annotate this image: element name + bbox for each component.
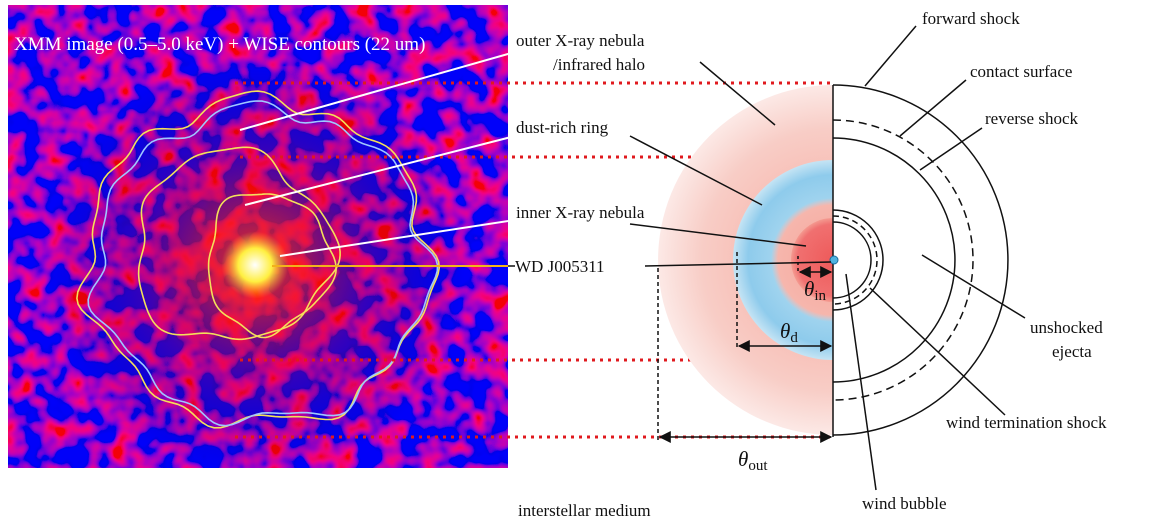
leader-line xyxy=(920,128,982,170)
label: outer X-ray nebula xyxy=(516,31,645,50)
leader-line xyxy=(865,26,916,86)
theta: θ xyxy=(780,319,790,343)
theta: θ xyxy=(804,277,814,301)
label: WD J005311 xyxy=(515,257,605,276)
label: wind termination shock xyxy=(946,413,1107,432)
label: inner X-ray nebula xyxy=(516,203,645,222)
nebula-diagram xyxy=(658,85,833,435)
leader-line xyxy=(870,288,1005,415)
subscript: out xyxy=(748,458,768,474)
label: forward shock xyxy=(922,9,1020,28)
contact-surface xyxy=(833,120,973,400)
label: wind bubble xyxy=(862,494,947,513)
shock-diagram xyxy=(830,85,1008,437)
label: /infrared halo xyxy=(553,55,645,74)
subscript: in xyxy=(814,288,826,304)
label: dust-rich ring xyxy=(516,118,609,137)
wind-termination-shock xyxy=(833,222,871,298)
label: ejecta xyxy=(1052,342,1092,361)
subscript: d xyxy=(790,330,798,346)
label: interstellar medium xyxy=(518,501,651,520)
forward-shock xyxy=(833,85,1008,435)
label: unshocked xyxy=(1030,318,1103,337)
label: reverse shock xyxy=(985,109,1078,128)
theta-out-label: θout xyxy=(738,447,768,474)
theta: θ xyxy=(738,447,748,471)
leader-line xyxy=(846,274,876,490)
reverse-shock xyxy=(833,138,955,382)
label: contact surface xyxy=(970,62,1072,81)
figure: XMM image (0.5–5.0 keV) + WISE contours … xyxy=(0,0,1149,520)
outer-wind-shell xyxy=(833,210,883,310)
image-title: XMM image (0.5–5.0 keV) + WISE contours … xyxy=(14,34,425,55)
white-dwarf xyxy=(830,256,838,264)
leader-line xyxy=(900,80,966,136)
